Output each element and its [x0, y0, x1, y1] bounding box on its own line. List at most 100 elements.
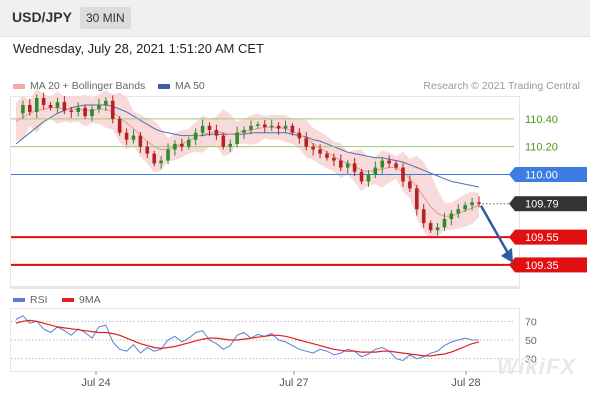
- candle-body: [394, 163, 398, 168]
- candle-body: [449, 213, 454, 220]
- level-badge-109.79: [515, 196, 587, 212]
- rsi-tick-label: 70: [525, 316, 537, 328]
- timestamp: Wednesday, July 28, 2021 1:51:20 AM CET: [13, 41, 264, 56]
- level-label-109.55: 109.55: [525, 232, 559, 244]
- legend-ma50: MA 50: [158, 80, 205, 92]
- candle-body: [90, 109, 94, 117]
- candle-body: [221, 135, 226, 147]
- candle-body: [76, 107, 80, 112]
- legend-rsi-ma: 9MA: [62, 294, 101, 306]
- candle-body: [366, 174, 371, 182]
- candle-body: [435, 227, 440, 231]
- rsi-tick-label: 30: [525, 354, 537, 366]
- candle-body: [380, 160, 385, 168]
- candle-body: [242, 129, 246, 133]
- level-badge-pointer-109.35: [509, 257, 515, 273]
- legend-rsi: RSI: [13, 294, 48, 306]
- rsi-line: [15, 315, 479, 362]
- candle-body: [456, 209, 461, 214]
- symbol-label: USD/JPY: [12, 9, 72, 25]
- level-badge-pointer-109.55: [509, 229, 515, 245]
- candle-body: [28, 104, 32, 112]
- candle-body: [200, 125, 205, 133]
- candle-body: [124, 132, 129, 140]
- rsi-ma-label: 9MA: [79, 294, 101, 306]
- candle-body: [477, 202, 481, 204]
- rsi-panel-frame: [10, 308, 520, 372]
- candle-body: [166, 149, 170, 161]
- candle-body: [117, 118, 122, 133]
- candle-body: [207, 125, 212, 130]
- candle-body: [352, 163, 357, 172]
- candle-body: [110, 100, 115, 119]
- level-badge-pointer-110.00: [509, 167, 515, 183]
- credit-label: Research © 2021 Trading Central: [423, 80, 580, 92]
- candle-body: [41, 98, 46, 105]
- candle-body: [48, 104, 53, 108]
- candle-body: [131, 135, 136, 140]
- candle-body: [186, 139, 191, 147]
- candle-body: [401, 167, 405, 182]
- candle-body: [311, 146, 315, 150]
- level-badge-109.35: [515, 257, 587, 273]
- candle-body: [470, 202, 474, 206]
- level-label-109.79: 109.79: [525, 199, 559, 211]
- ma50-label: MA 50: [175, 80, 205, 92]
- candle-body: [387, 160, 391, 164]
- level-badge-109.55: [515, 229, 587, 245]
- rsi-ma-swatch: [62, 298, 74, 303]
- ma20-swatch: [13, 83, 25, 89]
- candle-body: [283, 125, 288, 129]
- candle-body: [159, 160, 163, 164]
- candle-body: [228, 143, 233, 147]
- candle-body: [55, 102, 60, 108]
- candle-body: [249, 125, 253, 130]
- rsi-swatch: [13, 298, 25, 303]
- forecast-arrow-head: [501, 247, 513, 263]
- rsi-tick-label: 50: [525, 335, 537, 347]
- candle-body: [173, 143, 177, 150]
- candle-body: [297, 132, 302, 139]
- candle-body: [262, 124, 267, 128]
- candle-body: [408, 181, 412, 189]
- candle-body: [193, 132, 198, 140]
- watermark: WikiFX: [496, 354, 576, 379]
- candle-body: [359, 171, 364, 182]
- candle-body: [373, 167, 378, 175]
- candle-body: [138, 135, 143, 147]
- level-label-110.20: 110.20: [525, 142, 558, 154]
- level-label-110.40: 110.40: [525, 114, 558, 126]
- candle-body: [428, 223, 433, 231]
- candle-body: [463, 205, 467, 210]
- candle-body: [104, 100, 108, 105]
- level-badge-110.00: [515, 167, 587, 183]
- candle-body: [214, 129, 219, 136]
- candle-body: [442, 219, 447, 228]
- candle-body: [152, 153, 157, 164]
- interval-badge[interactable]: 30 MIN: [80, 7, 131, 29]
- candle-body: [34, 98, 39, 112]
- candle-body: [338, 160, 343, 168]
- candle-body: [304, 138, 309, 147]
- candle-body: [235, 132, 239, 144]
- ma50-swatch: [158, 83, 170, 89]
- candle-body: [62, 102, 67, 111]
- candle-body: [97, 104, 101, 110]
- candle-body: [69, 110, 74, 112]
- candle-body: [290, 125, 295, 133]
- candle-body: [83, 107, 87, 117]
- level-badge-pointer-109.79: [509, 196, 515, 212]
- rsi-label: RSI: [30, 294, 48, 306]
- ma50-line: [15, 104, 480, 188]
- legend-ma20: MA 20 + Bollinger Bands: [13, 80, 145, 92]
- candle-body: [269, 125, 274, 128]
- candle-body: [180, 143, 184, 147]
- level-label-109.35: 109.35: [525, 260, 559, 272]
- candle-body: [345, 163, 350, 168]
- candle-body: [145, 146, 150, 154]
- x-tick-label: Jul 24: [81, 377, 110, 389]
- price-panel-frame: [10, 96, 520, 287]
- candle-body: [318, 149, 322, 154]
- bollinger-band: [16, 88, 479, 239]
